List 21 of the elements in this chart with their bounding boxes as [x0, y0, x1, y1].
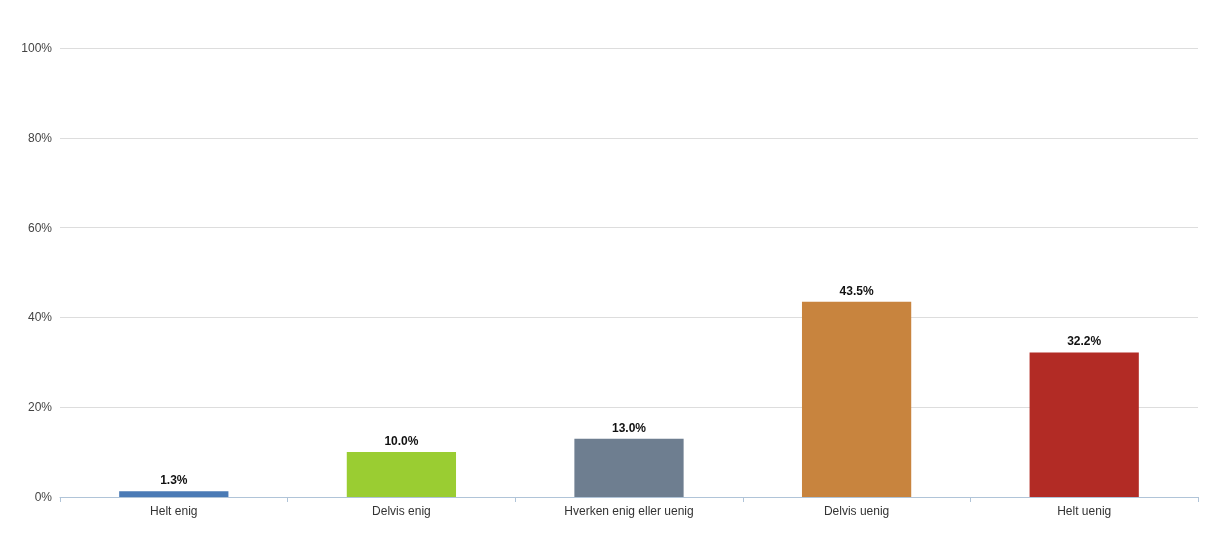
data-label: 43.5%: [839, 283, 874, 298]
y-tick-label: 0%: [34, 490, 53, 504]
bar: [346, 452, 457, 497]
x-tick-label: Helt uenig: [1057, 504, 1112, 518]
data-label: 1.3%: [160, 473, 188, 488]
x-tick-label: Delvis enig: [372, 504, 431, 518]
x-tick-label: Hverken enig eller uenig: [564, 504, 694, 518]
x-tick-label: Delvis uenig: [823, 504, 890, 518]
bar: [801, 301, 912, 497]
bar: [1029, 352, 1139, 497]
data-label: 32.2%: [1067, 334, 1102, 349]
data-label: 13.0%: [611, 420, 647, 435]
bar: [119, 491, 229, 497]
y-tick-label: 40%: [27, 310, 53, 325]
x-tick-label: Helt enig: [150, 504, 198, 518]
y-tick-label: 100%: [21, 41, 53, 55]
bar: [574, 438, 684, 497]
data-label: 10.0%: [384, 434, 419, 449]
y-tick-label: 80%: [27, 130, 53, 145]
y-tick-label: 20%: [27, 400, 53, 415]
y-tick-label: 60%: [27, 220, 53, 235]
